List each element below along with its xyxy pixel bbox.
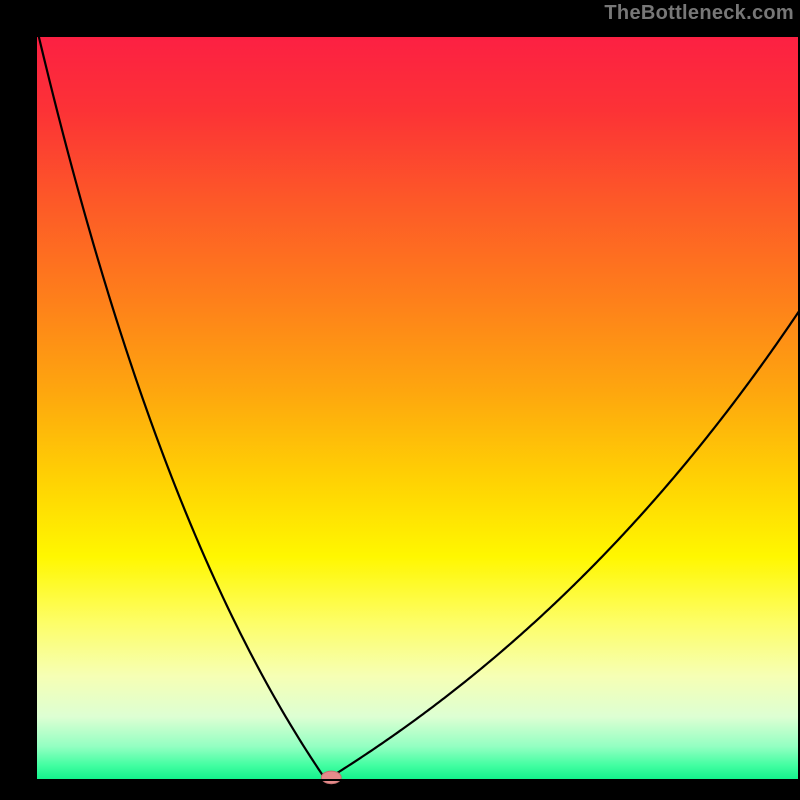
bottleneck-chart-container: TheBottleneck.com bbox=[0, 0, 800, 800]
watermark-text: TheBottleneck.com bbox=[604, 2, 794, 25]
plot-area bbox=[36, 36, 799, 780]
bottleneck-chart bbox=[0, 0, 800, 800]
minimum-marker bbox=[321, 771, 341, 784]
